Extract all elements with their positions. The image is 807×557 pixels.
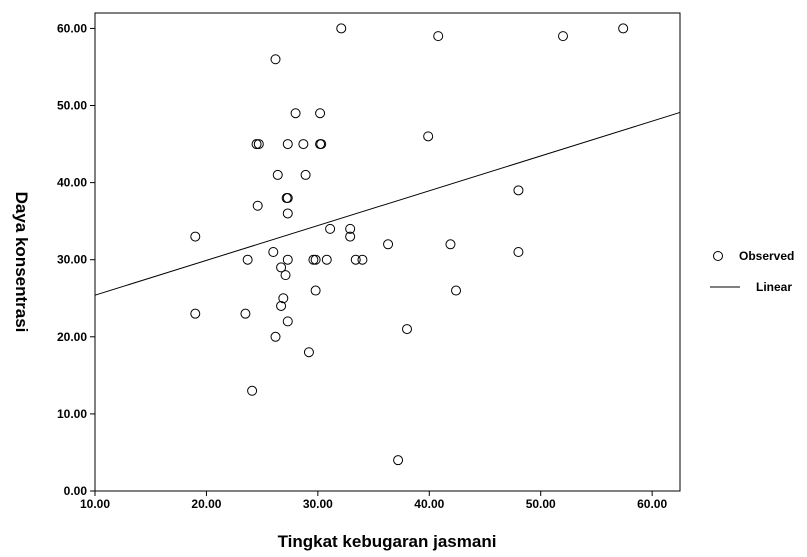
observed-point bbox=[240, 308, 251, 319]
observed-point bbox=[190, 308, 201, 319]
x-tick-label: 40.00 bbox=[414, 497, 444, 511]
observed-point bbox=[247, 385, 258, 396]
legend-observed-marker bbox=[713, 251, 723, 261]
y-tick-label: 60.00 bbox=[57, 21, 87, 35]
y-tick-label: 40.00 bbox=[57, 176, 87, 190]
observed-point bbox=[345, 231, 356, 242]
observed-point bbox=[513, 247, 524, 257]
observed-point bbox=[325, 223, 336, 234]
x-tick-label: 30.00 bbox=[303, 497, 333, 511]
observed-point bbox=[315, 108, 326, 119]
linear-fit-line bbox=[94, 111, 681, 296]
x-tick-label: 50.00 bbox=[526, 497, 556, 511]
observed-point bbox=[310, 254, 321, 265]
plot-area-frame bbox=[94, 12, 681, 492]
observed-point bbox=[270, 54, 281, 65]
observed-point bbox=[513, 185, 524, 196]
x-tick-label: 60.00 bbox=[637, 497, 667, 511]
observed-point bbox=[393, 455, 404, 466]
y-tick-label: 30.00 bbox=[57, 253, 87, 267]
observed-point bbox=[190, 231, 201, 242]
observed-point bbox=[276, 300, 287, 311]
observed-point bbox=[433, 31, 444, 42]
observed-point bbox=[300, 169, 311, 180]
observed-point bbox=[252, 200, 263, 211]
observed-point bbox=[321, 254, 332, 265]
y-tick-label: 20.00 bbox=[57, 330, 87, 344]
y-tick-label: 0.00 bbox=[64, 484, 88, 498]
x-axis-title: Tingkat kebugaran jasmani bbox=[278, 532, 497, 551]
observed-point bbox=[383, 239, 394, 250]
observed-point bbox=[402, 324, 412, 335]
observed-point bbox=[268, 247, 279, 257]
observed-point bbox=[303, 347, 314, 358]
legend-linear-label: Linear bbox=[756, 280, 792, 294]
observed-point bbox=[298, 139, 309, 150]
observed-point bbox=[445, 239, 456, 250]
observed-point bbox=[242, 254, 253, 265]
observed-point bbox=[282, 208, 293, 219]
x-axis-ticks: 10.00 20.00 30.00 40.00 50.00 60.00 bbox=[80, 491, 667, 511]
observed-point bbox=[282, 139, 293, 150]
observed-point bbox=[336, 23, 347, 34]
x-tick-label: 20.00 bbox=[191, 497, 221, 511]
observed-point bbox=[276, 262, 287, 273]
observed-point bbox=[350, 254, 361, 265]
observed-point bbox=[280, 270, 291, 281]
observed-point bbox=[270, 331, 281, 342]
observed-point bbox=[451, 285, 462, 296]
observed-point bbox=[310, 285, 321, 296]
plot-layer bbox=[94, 23, 681, 466]
observed-point bbox=[423, 131, 434, 142]
observed-point bbox=[282, 316, 293, 327]
y-axis-ticks: 0.00 10.00 20.00 30.00 40.00 50.00 60.00 bbox=[57, 21, 95, 498]
observed-point bbox=[618, 23, 629, 34]
observed-point bbox=[251, 139, 262, 150]
x-tick-label: 10.00 bbox=[80, 497, 110, 511]
observed-point bbox=[253, 139, 264, 150]
y-tick-label: 10.00 bbox=[57, 407, 87, 421]
y-tick-label: 50.00 bbox=[57, 99, 87, 113]
observed-point bbox=[278, 293, 289, 304]
observed-point bbox=[282, 193, 293, 204]
y-axis-title: Daya konsentrasi bbox=[12, 192, 31, 333]
observed-point bbox=[282, 254, 293, 265]
observed-point bbox=[357, 254, 368, 265]
legend: Observed Linear bbox=[710, 249, 794, 294]
observed-point bbox=[345, 223, 356, 234]
observed-point bbox=[272, 169, 283, 180]
legend-observed-label: Observed bbox=[739, 249, 794, 263]
observed-point bbox=[316, 139, 327, 150]
observed-point bbox=[308, 254, 319, 265]
observed-point bbox=[290, 108, 301, 119]
observed-point bbox=[558, 31, 568, 42]
